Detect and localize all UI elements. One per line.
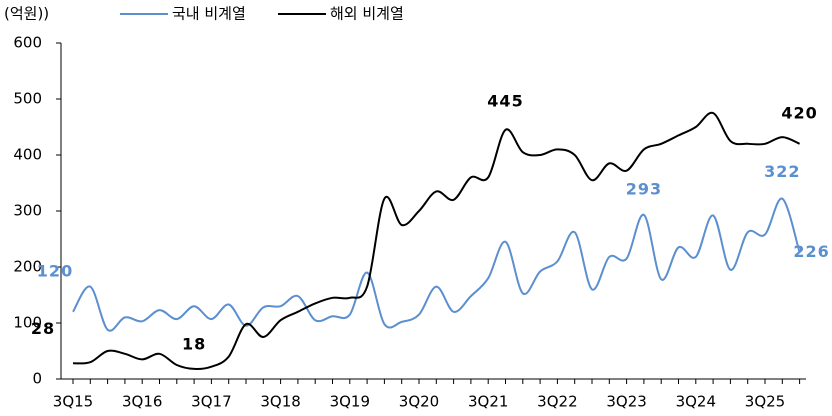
- line-series: [72, 111, 801, 370]
- data-label: 420: [781, 103, 817, 122]
- y-tick-label: 0: [32, 370, 42, 388]
- x-tick-label: 3Q23: [606, 393, 646, 411]
- x-tick-label: 3Q16: [122, 393, 162, 411]
- x-tick-label: 3Q21: [468, 393, 508, 411]
- legend-label: 해외 비계열: [330, 5, 404, 23]
- x-tick-label: 3Q19: [330, 393, 370, 411]
- y-tick-label: 600: [13, 34, 42, 52]
- y-tick-label: 500: [13, 90, 42, 108]
- x-tick-label: 3Q20: [399, 393, 439, 411]
- data-label: 226: [793, 242, 829, 261]
- y-tick-label: 400: [13, 146, 42, 164]
- data-label: 445: [487, 91, 523, 110]
- x-tick-label: 3Q24: [676, 393, 716, 411]
- y-tick-label: 300: [13, 202, 42, 220]
- data-label: 322: [764, 162, 800, 181]
- data-label: 18: [182, 334, 206, 353]
- y-tick-label: 100: [13, 314, 42, 332]
- x-tick-label: 3Q18: [260, 393, 300, 411]
- unit-label: (억원)): [4, 5, 49, 23]
- x-tick-label: 3Q17: [191, 393, 231, 411]
- data-label: 120: [37, 261, 73, 280]
- line-series: [72, 197, 801, 332]
- data-label: 293: [626, 179, 662, 198]
- data-label: 28: [31, 319, 55, 338]
- legend-label: 국내 비계열: [172, 5, 246, 23]
- y-tick-label: 200: [13, 258, 42, 276]
- x-tick-label: 3Q25: [745, 393, 785, 411]
- x-tick-label: 3Q15: [53, 393, 93, 411]
- x-tick-label: 3Q22: [537, 393, 577, 411]
